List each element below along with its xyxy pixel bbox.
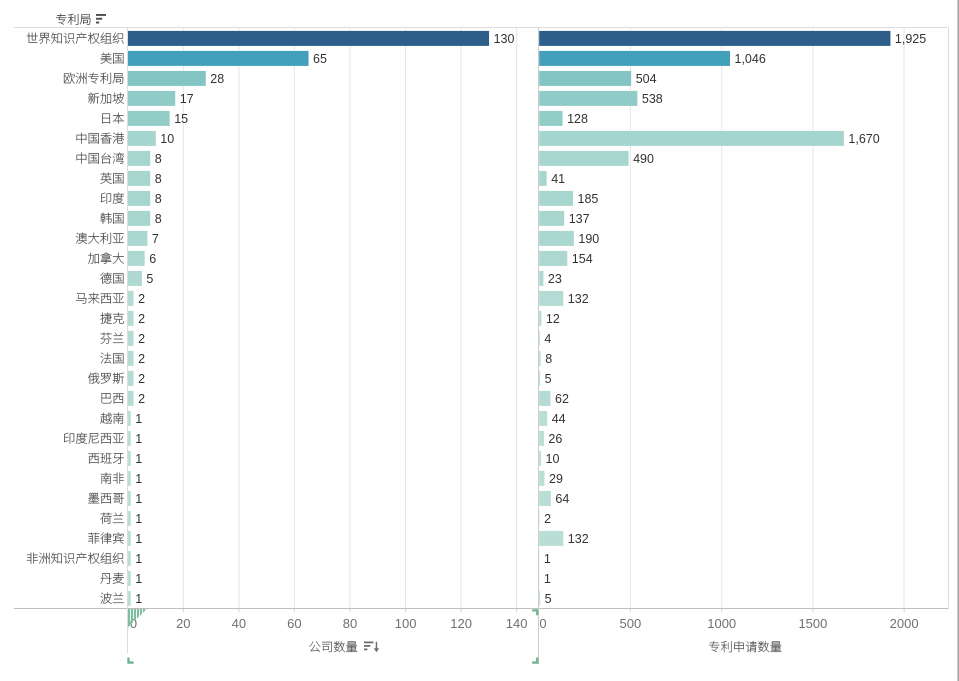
svg-text:15: 15	[174, 112, 188, 126]
svg-text:2000: 2000	[890, 616, 919, 631]
svg-text:8: 8	[545, 352, 552, 366]
svg-text:2: 2	[138, 392, 145, 406]
svg-text:2: 2	[138, 352, 145, 366]
svg-text:26: 26	[548, 432, 562, 446]
svg-text:10: 10	[160, 132, 174, 146]
svg-text:137: 137	[569, 212, 590, 226]
svg-text:2: 2	[544, 512, 551, 526]
svg-text:132: 132	[568, 532, 589, 546]
svg-text:2: 2	[138, 372, 145, 386]
svg-text:20: 20	[176, 616, 190, 631]
svg-text:1: 1	[135, 432, 142, 446]
svg-text:1500: 1500	[798, 616, 827, 631]
svg-text:185: 185	[578, 192, 599, 206]
svg-text:65: 65	[313, 52, 327, 66]
svg-text:5: 5	[146, 272, 153, 286]
svg-text:29: 29	[549, 472, 563, 486]
svg-text:28: 28	[210, 72, 224, 86]
svg-text:62: 62	[555, 392, 569, 406]
svg-text:1: 1	[135, 532, 142, 546]
svg-text:5: 5	[545, 592, 552, 606]
svg-text:1: 1	[135, 552, 142, 566]
svg-text:64: 64	[555, 492, 569, 506]
svg-text:1: 1	[135, 412, 142, 426]
svg-text:130: 130	[494, 32, 515, 46]
svg-text:1,925: 1,925	[895, 32, 926, 46]
svg-text:1: 1	[135, 452, 142, 466]
svg-text:100: 100	[395, 616, 417, 631]
svg-text:0: 0	[130, 616, 137, 631]
svg-text:8: 8	[155, 192, 162, 206]
svg-text:40: 40	[232, 616, 246, 631]
svg-text:7: 7	[152, 232, 159, 246]
svg-text:1: 1	[544, 552, 551, 566]
svg-text:2: 2	[138, 312, 145, 326]
svg-text:23: 23	[548, 272, 562, 286]
svg-text:44: 44	[552, 412, 566, 426]
svg-text:500: 500	[620, 616, 642, 631]
svg-text:1: 1	[135, 592, 142, 606]
svg-text:41: 41	[551, 172, 565, 186]
svg-text:5: 5	[545, 372, 552, 386]
svg-text:80: 80	[343, 616, 357, 631]
svg-text:8: 8	[155, 172, 162, 186]
svg-text:538: 538	[642, 92, 663, 106]
svg-text:12: 12	[546, 312, 560, 326]
svg-text:17: 17	[180, 92, 194, 106]
svg-text:1: 1	[135, 512, 142, 526]
svg-text:60: 60	[287, 616, 301, 631]
svg-text:1,670: 1,670	[848, 132, 879, 146]
svg-text:1: 1	[135, 472, 142, 486]
svg-text:1000: 1000	[707, 616, 736, 631]
svg-text:1,046: 1,046	[735, 52, 766, 66]
svg-text:2: 2	[138, 332, 145, 346]
svg-text:8: 8	[155, 212, 162, 226]
svg-text:490: 490	[633, 152, 654, 166]
svg-text:1: 1	[135, 492, 142, 506]
svg-text:6: 6	[149, 252, 156, 266]
svg-text:132: 132	[568, 292, 589, 306]
svg-text:190: 190	[578, 232, 599, 246]
svg-text:120: 120	[450, 616, 472, 631]
svg-text:2: 2	[138, 292, 145, 306]
svg-text:128: 128	[567, 112, 588, 126]
svg-text:504: 504	[636, 72, 657, 86]
svg-text:4: 4	[544, 332, 551, 346]
svg-text:1: 1	[135, 572, 142, 586]
svg-text:154: 154	[572, 252, 593, 266]
svg-text:8: 8	[155, 152, 162, 166]
svg-text:1: 1	[544, 572, 551, 586]
svg-text:0: 0	[539, 616, 546, 631]
svg-text:10: 10	[546, 452, 560, 466]
svg-text:140: 140	[506, 616, 528, 631]
